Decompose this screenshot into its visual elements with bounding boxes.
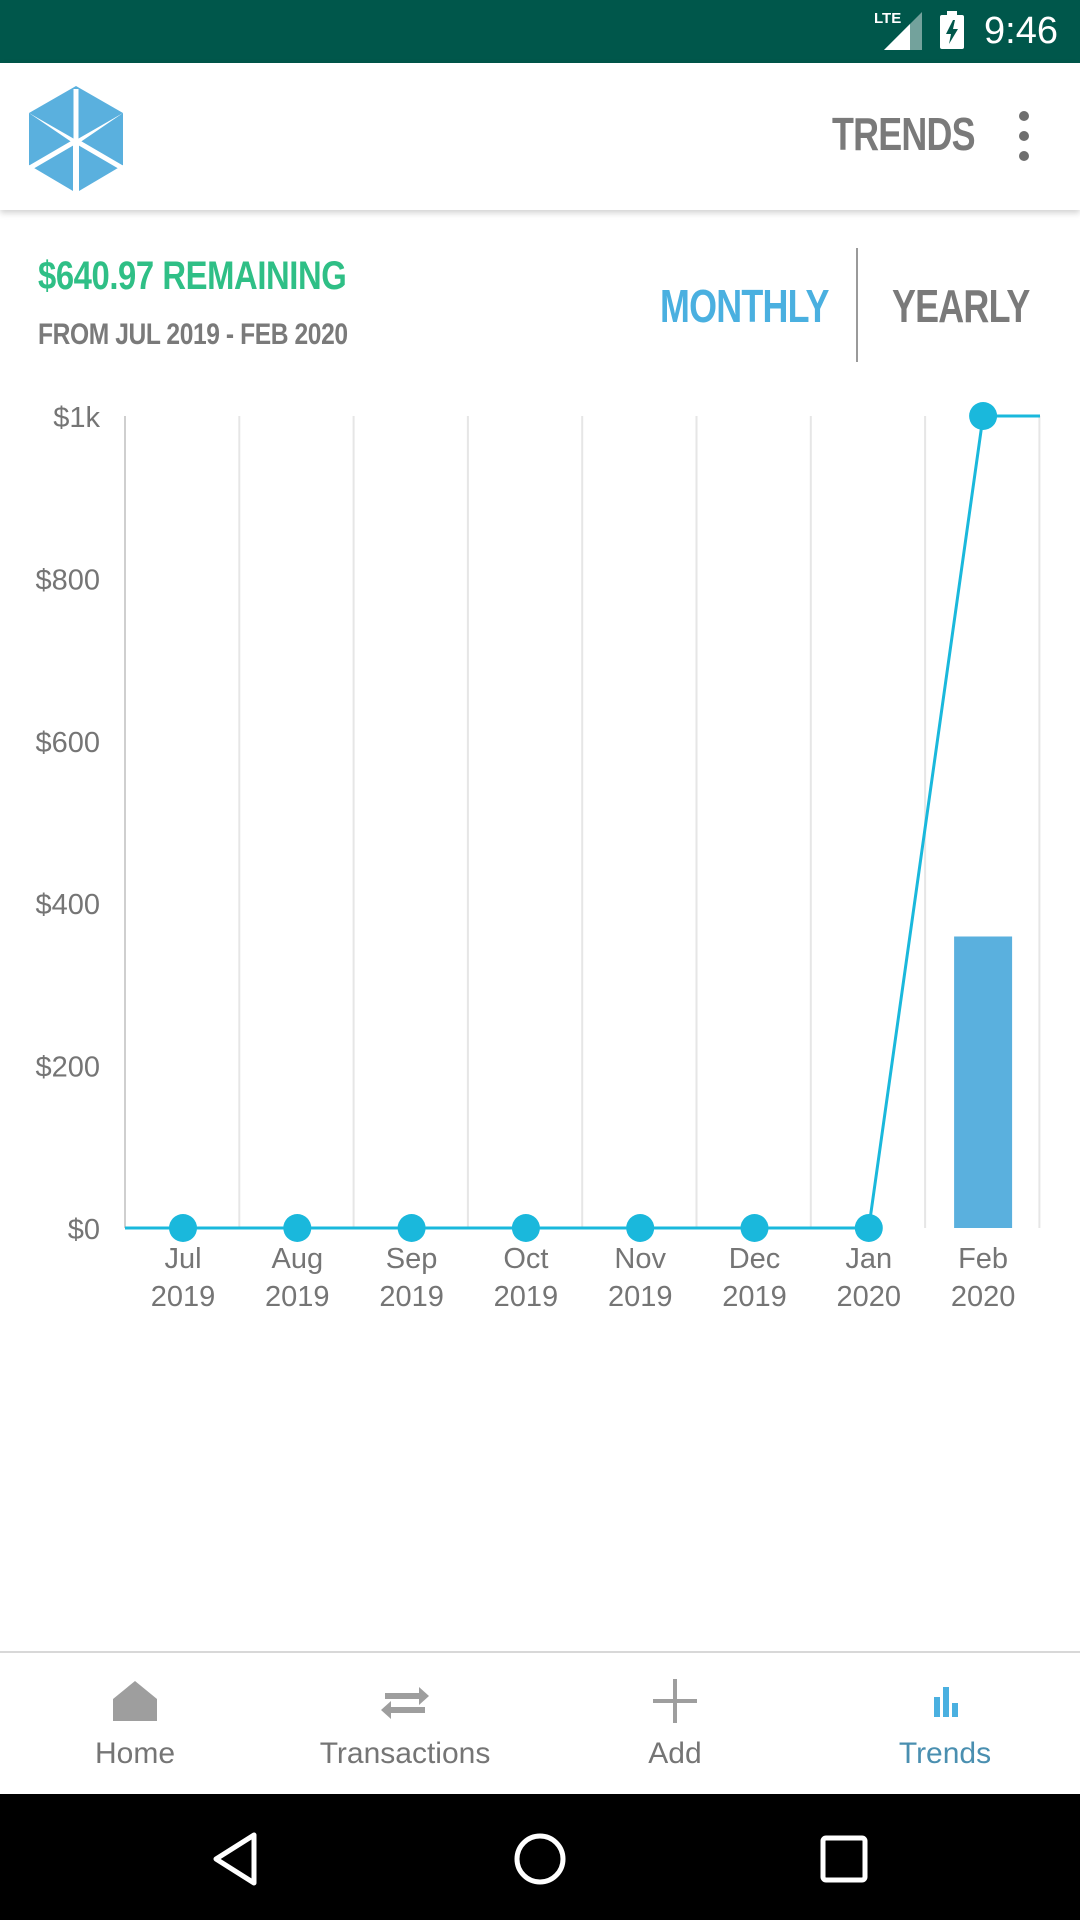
point-jan-2020 bbox=[854, 1214, 883, 1242]
recents-icon[interactable] bbox=[814, 1829, 874, 1889]
point-oct-2019 bbox=[511, 1214, 540, 1242]
x-tick-year: 2019 bbox=[265, 1281, 330, 1313]
nav-home-label: Home bbox=[94, 1737, 176, 1770]
status-time: 9:46 bbox=[984, 10, 1058, 52]
status-bar: LTE 9:46 bbox=[0, 0, 1080, 63]
x-tick-year: 2019 bbox=[151, 1281, 216, 1313]
x-tick-year: 2020 bbox=[837, 1281, 902, 1313]
y-tick-label: $200 bbox=[35, 1052, 100, 1084]
point-dec-2019 bbox=[740, 1214, 769, 1242]
nav-trends-label: Trends bbox=[898, 1737, 992, 1770]
x-tick-year: 2019 bbox=[608, 1281, 673, 1313]
tab-divider bbox=[856, 248, 858, 362]
nav-home[interactable]: Home bbox=[0, 1653, 270, 1796]
x-tick-year: 2019 bbox=[494, 1281, 559, 1313]
x-tick-year: 2019 bbox=[379, 1281, 444, 1313]
point-feb-2020 bbox=[969, 402, 998, 430]
x-axis-labels: Jul 2019 Aug 2019 Sep 2019 Oct 2019 Nov 2019 Dec 20… bbox=[151, 1243, 1016, 1313]
y-tick-label: $600 bbox=[35, 727, 100, 759]
y-tick-label: $400 bbox=[35, 889, 100, 921]
page-title: TRENDS bbox=[832, 108, 976, 160]
home-icon bbox=[113, 1681, 157, 1721]
overflow-menu-icon[interactable] bbox=[1004, 103, 1044, 169]
x-tick-month: Sep bbox=[386, 1243, 438, 1275]
x-tick-month: Oct bbox=[503, 1243, 548, 1275]
nav-trends[interactable]: Trends bbox=[810, 1653, 1080, 1796]
x-tick-month: Dec bbox=[729, 1243, 781, 1275]
tab-yearly[interactable]: YEARLY bbox=[892, 280, 1030, 332]
y-tick-label: $800 bbox=[35, 564, 100, 596]
home-circle-icon[interactable] bbox=[510, 1829, 570, 1889]
point-aug-2019 bbox=[283, 1214, 312, 1242]
signal-icon bbox=[884, 12, 922, 50]
x-tick-month: Feb bbox=[958, 1243, 1008, 1275]
chart-grid bbox=[124, 416, 1041, 1228]
nav-add[interactable]: Add bbox=[540, 1653, 810, 1796]
bottom-navigation: Home Transactions Add Trends bbox=[0, 1651, 1080, 1796]
y-tick-label: $0 bbox=[68, 1214, 100, 1246]
point-nov-2019 bbox=[626, 1214, 655, 1242]
nav-transactions-label: Transactions bbox=[319, 1737, 491, 1770]
plus-icon bbox=[653, 1679, 697, 1723]
x-tick-month: Aug bbox=[271, 1243, 323, 1275]
date-range: FROM JUL 2019 - FEB 2020 bbox=[38, 318, 348, 351]
system-navigation-bar bbox=[0, 1794, 1080, 1920]
bar-chart-icon bbox=[934, 1687, 958, 1717]
x-tick-year: 2019 bbox=[722, 1281, 787, 1313]
line-path bbox=[125, 414, 1040, 1230]
bar-feb-2020 bbox=[954, 936, 1013, 1228]
app-bar: TRENDS bbox=[0, 63, 1080, 210]
transfer-arrows-icon bbox=[381, 1687, 429, 1719]
back-icon[interactable] bbox=[206, 1829, 266, 1889]
x-tick-month: Jul bbox=[164, 1243, 201, 1275]
y-axis-labels: $0 $200 $400 $600 $800 $1k bbox=[35, 402, 100, 1246]
point-sep-2019 bbox=[397, 1214, 426, 1242]
trends-chart: $0 $200 $400 $600 $800 $1k Jul 2019 Aug 2019 Sep 2… bbox=[35, 402, 1041, 1313]
tab-monthly[interactable]: MONTHLY bbox=[660, 280, 829, 332]
x-tick-year: 2020 bbox=[951, 1281, 1016, 1313]
x-tick-month: Nov bbox=[614, 1243, 666, 1275]
line-series bbox=[125, 402, 1040, 1242]
x-tick-month: Jan bbox=[845, 1243, 892, 1275]
point-jul-2019 bbox=[169, 1214, 197, 1242]
network-type-label: LTE bbox=[874, 10, 902, 27]
battery-charging-icon bbox=[940, 11, 964, 49]
remaining-amount: $640.97 REMAINING bbox=[38, 254, 347, 298]
y-tick-label: $1k bbox=[53, 402, 100, 434]
nav-transactions[interactable]: Transactions bbox=[270, 1653, 540, 1796]
app-logo[interactable] bbox=[26, 81, 126, 191]
bar-series bbox=[954, 936, 1013, 1228]
nav-add-label: Add bbox=[648, 1737, 702, 1770]
